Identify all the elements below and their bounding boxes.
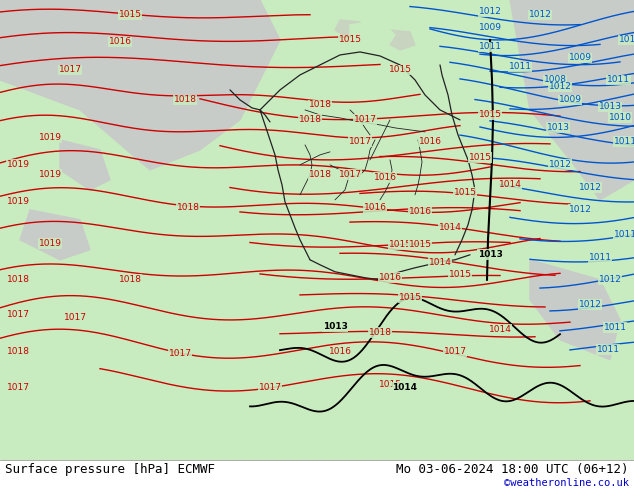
Text: 1017: 1017 bbox=[259, 383, 281, 392]
Text: 1015: 1015 bbox=[378, 380, 401, 389]
Text: 1014: 1014 bbox=[429, 258, 451, 267]
Text: 1015: 1015 bbox=[399, 293, 422, 302]
Text: 1017: 1017 bbox=[6, 310, 30, 319]
Text: 1008: 1008 bbox=[543, 75, 567, 84]
Text: 1009: 1009 bbox=[559, 96, 581, 104]
Text: 1013: 1013 bbox=[598, 102, 621, 111]
Text: 1012: 1012 bbox=[548, 82, 571, 92]
Text: 1011: 1011 bbox=[508, 62, 531, 72]
Text: 1018: 1018 bbox=[119, 275, 141, 284]
Text: Mo 03-06-2024 18:00 UTC (06+12): Mo 03-06-2024 18:00 UTC (06+12) bbox=[396, 463, 629, 476]
Text: 1017: 1017 bbox=[63, 313, 86, 322]
Text: 1012: 1012 bbox=[548, 160, 571, 170]
Polygon shape bbox=[60, 140, 110, 190]
Text: 1013: 1013 bbox=[547, 123, 569, 132]
Text: 1017: 1017 bbox=[339, 171, 361, 179]
Text: 1011: 1011 bbox=[604, 323, 626, 332]
Text: 1015: 1015 bbox=[479, 110, 501, 120]
Text: 1016: 1016 bbox=[363, 203, 387, 212]
Text: 1015: 1015 bbox=[453, 188, 477, 197]
Polygon shape bbox=[0, 460, 634, 490]
Text: 1012: 1012 bbox=[598, 275, 621, 284]
Text: 1017: 1017 bbox=[349, 137, 372, 147]
Text: 1017: 1017 bbox=[58, 66, 82, 74]
Text: 1010: 1010 bbox=[609, 113, 631, 122]
Text: Surface pressure [hPa] ECMWF: Surface pressure [hPa] ECMWF bbox=[5, 463, 215, 476]
Text: 1016: 1016 bbox=[328, 347, 351, 356]
Polygon shape bbox=[510, 0, 634, 200]
Text: 1017: 1017 bbox=[444, 347, 467, 356]
Text: 1009: 1009 bbox=[479, 24, 501, 32]
Text: 1009: 1009 bbox=[569, 53, 592, 62]
Text: 1014: 1014 bbox=[439, 223, 462, 232]
Text: 1018: 1018 bbox=[309, 171, 332, 179]
Text: 1014: 1014 bbox=[392, 383, 418, 392]
Text: 1014: 1014 bbox=[489, 325, 512, 334]
Text: 1018: 1018 bbox=[6, 275, 30, 284]
Text: 1018: 1018 bbox=[6, 347, 30, 356]
Text: 1019: 1019 bbox=[6, 197, 30, 206]
Text: 1016: 1016 bbox=[418, 137, 441, 147]
Text: 1019: 1019 bbox=[39, 133, 61, 143]
Text: 1012: 1012 bbox=[479, 7, 501, 17]
Text: 1015: 1015 bbox=[339, 35, 361, 45]
Text: 1015: 1015 bbox=[469, 153, 491, 162]
Text: 1018: 1018 bbox=[174, 96, 197, 104]
Polygon shape bbox=[385, 30, 415, 50]
Text: 1013: 1013 bbox=[323, 322, 347, 331]
Polygon shape bbox=[0, 0, 634, 460]
Polygon shape bbox=[335, 20, 365, 38]
Text: 1011: 1011 bbox=[614, 230, 634, 239]
Text: 1016: 1016 bbox=[373, 173, 396, 182]
Text: 1012: 1012 bbox=[579, 183, 602, 193]
Text: 1011: 1011 bbox=[597, 345, 619, 354]
Text: 1011: 1011 bbox=[588, 253, 612, 262]
Text: 1017: 1017 bbox=[354, 116, 377, 124]
Text: 1012: 1012 bbox=[569, 205, 592, 214]
Polygon shape bbox=[530, 260, 620, 360]
Text: 1019: 1019 bbox=[6, 160, 30, 170]
Text: 1019: 1019 bbox=[39, 171, 61, 179]
Text: 1018: 1018 bbox=[176, 203, 200, 212]
Text: 1015: 1015 bbox=[448, 270, 472, 279]
Text: 1016: 1016 bbox=[408, 207, 432, 216]
Text: 1015: 1015 bbox=[408, 240, 432, 249]
Text: 1019: 1019 bbox=[39, 239, 61, 248]
Text: 1011: 1011 bbox=[607, 75, 630, 84]
Text: 1014: 1014 bbox=[498, 180, 521, 189]
Text: 1011: 1011 bbox=[614, 137, 634, 147]
Polygon shape bbox=[20, 210, 90, 260]
Text: 1017: 1017 bbox=[169, 349, 191, 358]
Text: 1016: 1016 bbox=[378, 273, 401, 282]
Text: 1012: 1012 bbox=[529, 10, 552, 20]
Text: 1012: 1012 bbox=[579, 300, 602, 309]
Text: 1013: 1013 bbox=[477, 250, 502, 259]
Polygon shape bbox=[0, 0, 280, 170]
Text: 1017: 1017 bbox=[6, 383, 30, 392]
Text: 1018: 1018 bbox=[309, 100, 332, 109]
Text: 1015: 1015 bbox=[389, 240, 411, 249]
Text: ©weatheronline.co.uk: ©weatheronline.co.uk bbox=[504, 478, 629, 488]
Text: 1011: 1011 bbox=[619, 35, 634, 45]
Text: 1015: 1015 bbox=[389, 66, 411, 74]
Text: 1018: 1018 bbox=[299, 116, 321, 124]
Text: 1018: 1018 bbox=[368, 328, 392, 337]
Text: 1015: 1015 bbox=[119, 10, 141, 20]
Polygon shape bbox=[350, 20, 395, 55]
Text: 1016: 1016 bbox=[108, 37, 131, 47]
Text: 1011: 1011 bbox=[479, 43, 501, 51]
